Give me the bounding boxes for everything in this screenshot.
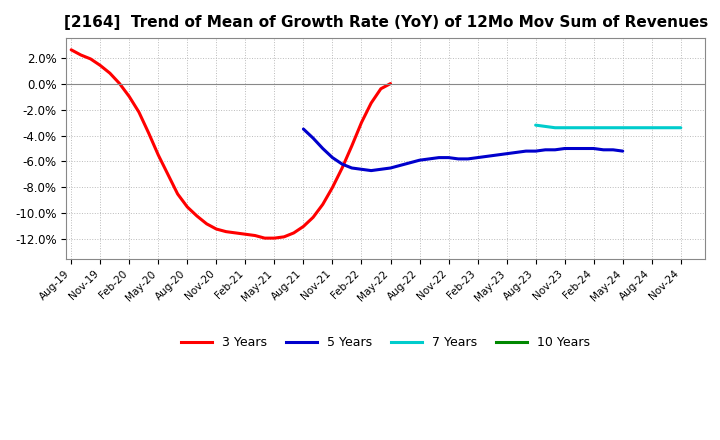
7 Years [647, 125, 656, 130]
3 Years [76, 52, 85, 58]
5 Years [405, 160, 414, 165]
5 Years [348, 165, 356, 171]
7 Years [531, 122, 540, 128]
5 Years [454, 156, 462, 161]
5 Years [366, 168, 375, 173]
5 Years [503, 151, 511, 156]
3 Years [193, 213, 202, 219]
5 Years [551, 147, 559, 152]
Line: 5 Years: 5 Years [303, 129, 623, 171]
5 Years [309, 136, 318, 141]
3 Years [386, 81, 395, 86]
5 Years [328, 155, 337, 160]
5 Years [541, 147, 549, 152]
5 Years [435, 155, 444, 160]
5 Years [570, 146, 579, 151]
3 Years [96, 63, 104, 68]
3 Years [222, 229, 230, 234]
3 Years [377, 86, 385, 92]
3 Years [67, 47, 76, 52]
3 Years [241, 231, 250, 237]
3 Years [125, 94, 134, 99]
7 Years [657, 125, 666, 130]
7 Years [541, 124, 549, 129]
3 Years [299, 224, 307, 229]
3 Years [338, 165, 346, 171]
5 Years [599, 147, 608, 152]
5 Years [357, 167, 366, 172]
3 Years [163, 172, 172, 177]
5 Years [299, 126, 307, 132]
3 Years [328, 185, 337, 190]
3 Years [309, 215, 318, 220]
5 Years [415, 158, 424, 163]
3 Years [106, 70, 114, 76]
7 Years [628, 125, 636, 130]
5 Years [492, 152, 501, 158]
Line: 7 Years: 7 Years [536, 125, 681, 128]
5 Years [386, 165, 395, 171]
3 Years [86, 56, 95, 62]
7 Years [580, 125, 588, 130]
5 Years [473, 155, 482, 160]
3 Years [202, 221, 211, 227]
3 Years [357, 120, 366, 125]
3 Years [231, 230, 240, 235]
Title: [2164]  Trend of Mean of Growth Rate (YoY) of 12Mo Mov Sum of Revenues: [2164] Trend of Mean of Growth Rate (YoY… [63, 15, 708, 30]
5 Years [522, 148, 531, 154]
3 Years [174, 191, 182, 197]
5 Years [396, 163, 405, 168]
5 Years [464, 156, 472, 161]
3 Years [115, 81, 124, 86]
3 Years [154, 152, 163, 158]
3 Years [280, 234, 289, 239]
3 Years [366, 100, 375, 106]
3 Years [270, 235, 279, 241]
Legend: 3 Years, 5 Years, 7 Years, 10 Years: 3 Years, 5 Years, 7 Years, 10 Years [176, 331, 595, 354]
5 Years [512, 150, 521, 155]
7 Years [638, 125, 647, 130]
5 Years [580, 146, 588, 151]
7 Years [570, 125, 579, 130]
3 Years [144, 130, 153, 136]
3 Years [212, 227, 220, 232]
7 Years [599, 125, 608, 130]
3 Years [251, 233, 259, 238]
5 Years [608, 147, 617, 152]
3 Years [183, 204, 192, 209]
5 Years [483, 154, 492, 159]
Line: 3 Years: 3 Years [71, 50, 390, 238]
3 Years [135, 110, 143, 115]
3 Years [348, 143, 356, 149]
5 Years [318, 146, 327, 151]
7 Years [608, 125, 617, 130]
5 Years [425, 156, 433, 161]
5 Years [377, 167, 385, 172]
7 Years [590, 125, 598, 130]
3 Years [261, 235, 269, 241]
7 Years [618, 125, 627, 130]
5 Years [338, 161, 346, 167]
7 Years [677, 125, 685, 130]
5 Years [618, 148, 627, 154]
7 Years [667, 125, 675, 130]
5 Years [531, 148, 540, 154]
7 Years [560, 125, 569, 130]
5 Years [590, 146, 598, 151]
5 Years [560, 146, 569, 151]
7 Years [551, 125, 559, 130]
3 Years [289, 230, 298, 235]
3 Years [318, 202, 327, 207]
5 Years [444, 155, 453, 160]
